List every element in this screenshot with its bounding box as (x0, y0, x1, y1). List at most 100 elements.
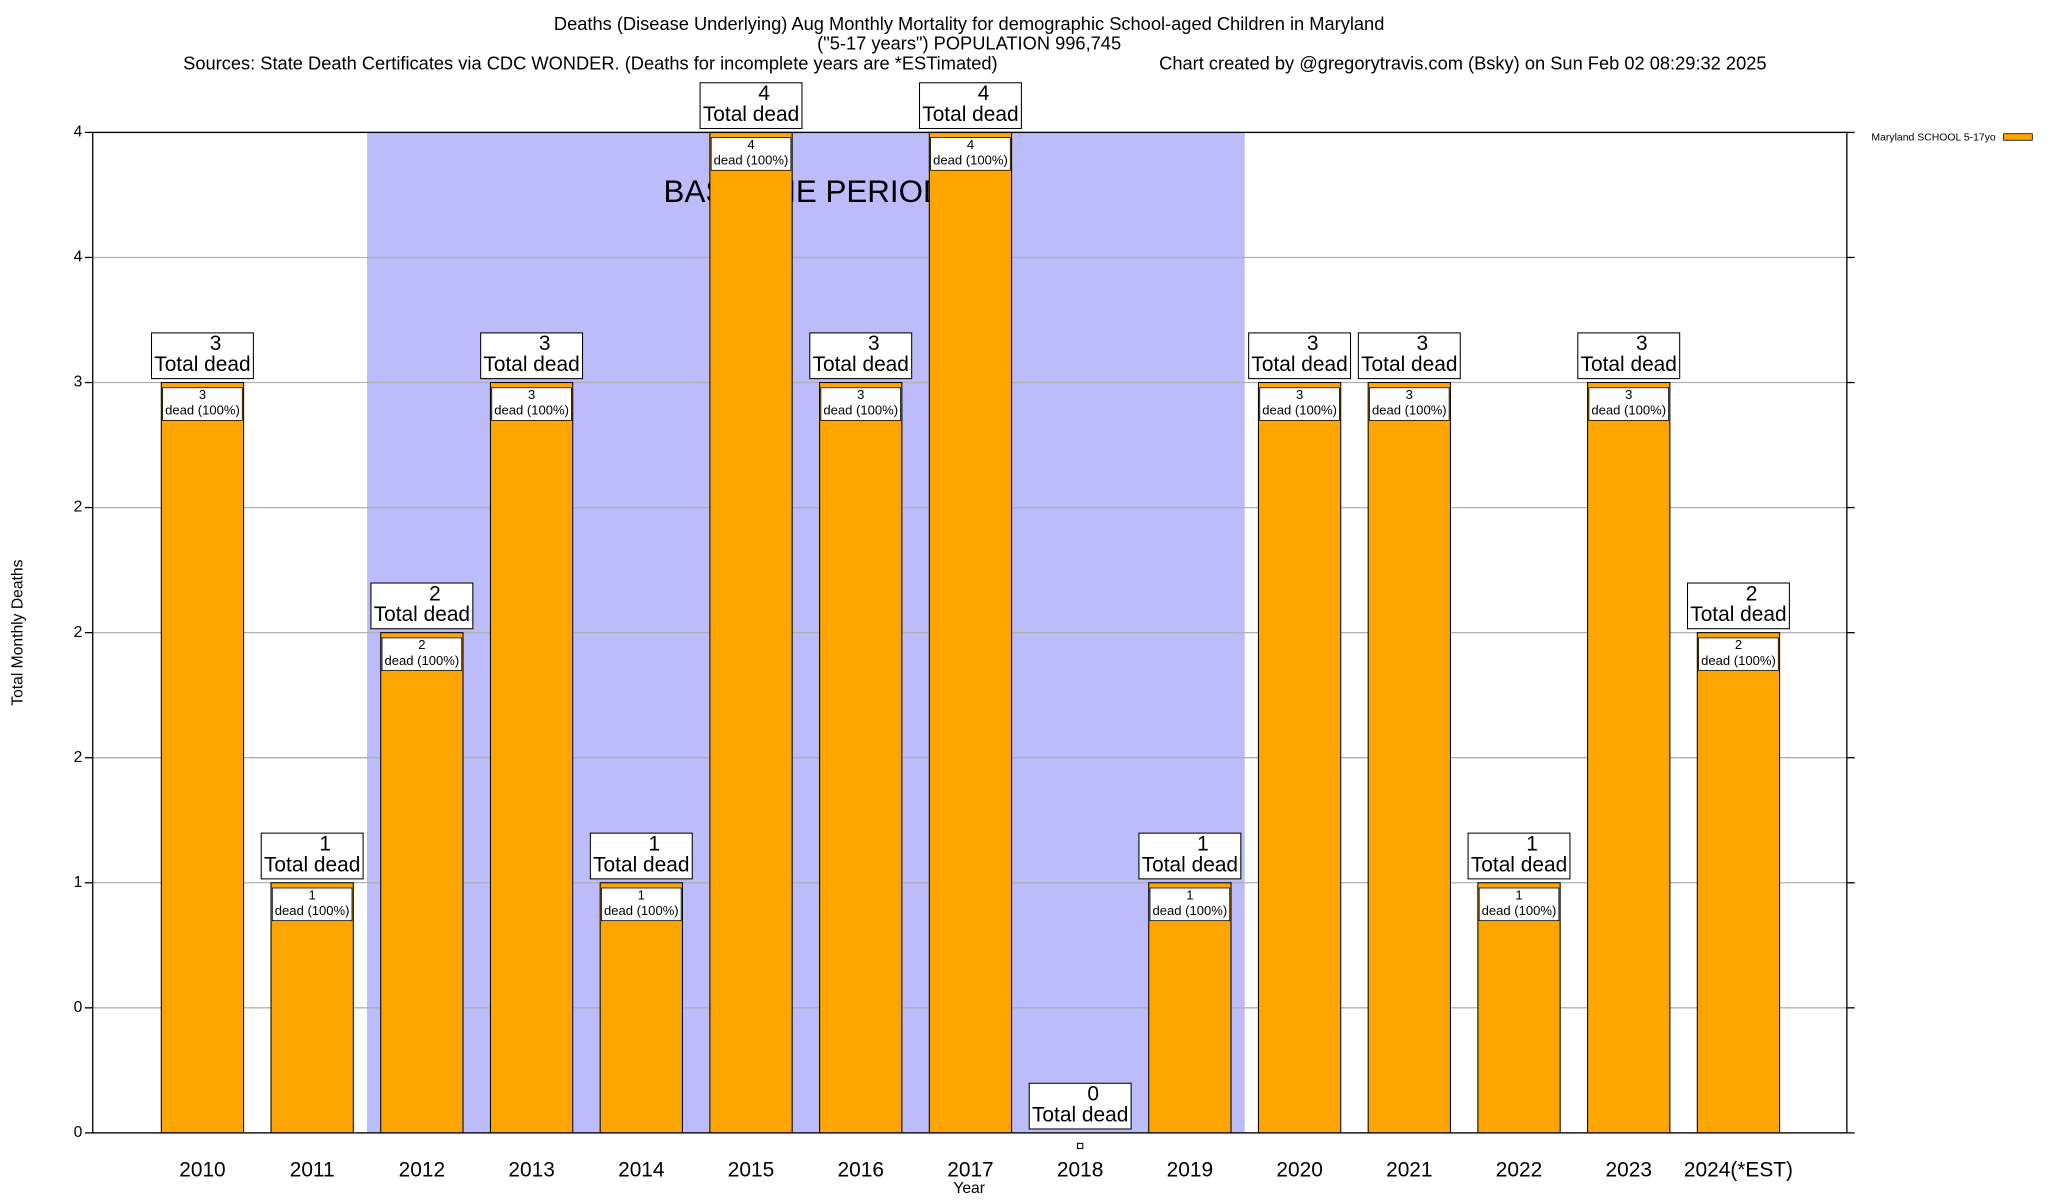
y-tick-label: 2 (74, 749, 83, 766)
inner-label-box (491, 387, 572, 421)
bar (1477, 882, 1561, 1134)
total-label-box (260, 832, 364, 880)
total-label-box (1467, 832, 1571, 880)
x-tick-label: 2020 (1276, 1158, 1322, 1181)
total-label-box (1686, 582, 1790, 630)
x-tick-label: 2010 (179, 1158, 225, 1181)
total-label-box (150, 332, 254, 380)
total-label-box (1248, 332, 1352, 380)
bar (599, 882, 683, 1134)
total-value-label: 3 (1307, 332, 1319, 355)
inner-value-label: 2 (418, 637, 425, 652)
total-value-label: 3 (868, 332, 880, 355)
inner-value-label: 3 (1625, 387, 1632, 402)
total-text-label: Total dead (1690, 603, 1786, 626)
chart-title: Deaths (Disease Underlying) Aug Monthly … (554, 13, 1384, 34)
inner-share-label: dead (100%) (1153, 903, 1228, 918)
inner-value-label: 1 (638, 887, 645, 902)
plot-frame (92, 131, 1848, 1134)
x-tick-label: 2012 (399, 1158, 445, 1181)
inner-share-label: dead (100%) (165, 403, 240, 418)
total-text-label: Total dead (1361, 353, 1457, 376)
legend-label: Maryland SCHOOL 5-17yo (1871, 132, 1996, 143)
total-text-label: Total dead (703, 103, 799, 126)
inner-label-box (601, 887, 682, 922)
x-tick-label: 2023 (1606, 1158, 1652, 1181)
total-text-label: Total dead (483, 353, 579, 376)
total-value-label: 1 (319, 832, 331, 855)
inner-value-label: 3 (1296, 387, 1303, 402)
total-value-label: 2 (1746, 582, 1758, 605)
inner-label-box (1259, 387, 1340, 421)
total-text-label: Total dead (593, 853, 689, 876)
bar (270, 882, 354, 1134)
inner-value-label: 2 (1735, 637, 1742, 652)
inner-share-label: dead (100%) (823, 403, 898, 418)
bar (1077, 1142, 1084, 1150)
inner-value-label: 4 (967, 137, 974, 152)
x-tick-label: 2022 (1496, 1158, 1542, 1181)
inner-label-box (162, 387, 243, 421)
x-tick-label: 2013 (508, 1158, 554, 1181)
inner-label-box (710, 137, 792, 171)
bar (1257, 382, 1342, 1134)
inner-label-box (1698, 637, 1779, 671)
total-label-box (1577, 332, 1681, 380)
total-text-label: Total dead (1251, 353, 1347, 376)
inner-share-label: dead (100%) (604, 903, 679, 918)
inner-value-label: 4 (747, 137, 754, 152)
chart-source: Sources: State Death Certificates via CD… (183, 52, 997, 73)
inner-label-box (1478, 887, 1560, 922)
total-value-label: 4 (758, 82, 770, 105)
inner-share-label: dead (100%) (494, 403, 569, 418)
total-label-box (589, 832, 693, 880)
total-label-box (480, 332, 584, 380)
total-text-label: Total dead (1142, 853, 1238, 876)
inner-share-label: dead (100%) (933, 153, 1008, 168)
inner-share-label: dead (100%) (1591, 403, 1666, 418)
inner-value-label: 1 (1186, 887, 1193, 902)
total-label-box (1138, 832, 1242, 880)
inner-share-label: dead (100%) (385, 653, 460, 668)
inner-label-box (1588, 387, 1669, 421)
total-value-label: 3 (1417, 332, 1429, 355)
inner-value-label: 3 (199, 387, 206, 402)
y-tick-label: 3 (74, 374, 83, 391)
bar (819, 382, 903, 1134)
bar (1587, 382, 1671, 1134)
y-tick-label: 4 (74, 249, 83, 266)
y-tick-label: 0 (74, 1124, 83, 1141)
x-tick-label: 2014 (618, 1158, 664, 1181)
chart-subtitle: ("5-17 years") POPULATION 996,745 (817, 33, 1121, 54)
total-label-box (699, 82, 803, 130)
inner-label-box (1149, 887, 1231, 922)
x-axis-label: Year (953, 1180, 985, 1197)
total-value-label: 1 (1197, 832, 1209, 855)
y-tick-label: 0 (74, 999, 83, 1016)
total-value-label: 3 (539, 332, 551, 355)
inner-label-box (820, 387, 901, 421)
inner-value-label: 3 (857, 387, 864, 402)
inner-value-label: 1 (309, 887, 316, 902)
inner-value-label: 3 (1406, 387, 1413, 402)
total-label-box (918, 82, 1022, 130)
total-label-box (1357, 332, 1461, 380)
total-label-box (1028, 1082, 1132, 1130)
total-value-label: 3 (210, 332, 222, 355)
inner-share-label: dead (100%) (275, 903, 350, 918)
chart-credit: Chart created by @gregorytravis.com (Bsk… (1159, 52, 1766, 73)
bar (1696, 632, 1781, 1134)
inner-label-box (271, 887, 353, 922)
bar (160, 382, 245, 1134)
legend-swatch (2003, 133, 2033, 141)
bar (709, 131, 793, 1134)
total-value-label: 2 (429, 582, 441, 605)
inner-label-box (930, 137, 1011, 171)
total-value-label: 0 (1087, 1083, 1099, 1106)
total-label-box (370, 582, 474, 630)
bar (1367, 382, 1451, 1134)
total-value-label: 4 (978, 82, 990, 105)
inner-share-label: dead (100%) (1482, 903, 1557, 918)
y-tick-label: 2 (74, 624, 83, 641)
